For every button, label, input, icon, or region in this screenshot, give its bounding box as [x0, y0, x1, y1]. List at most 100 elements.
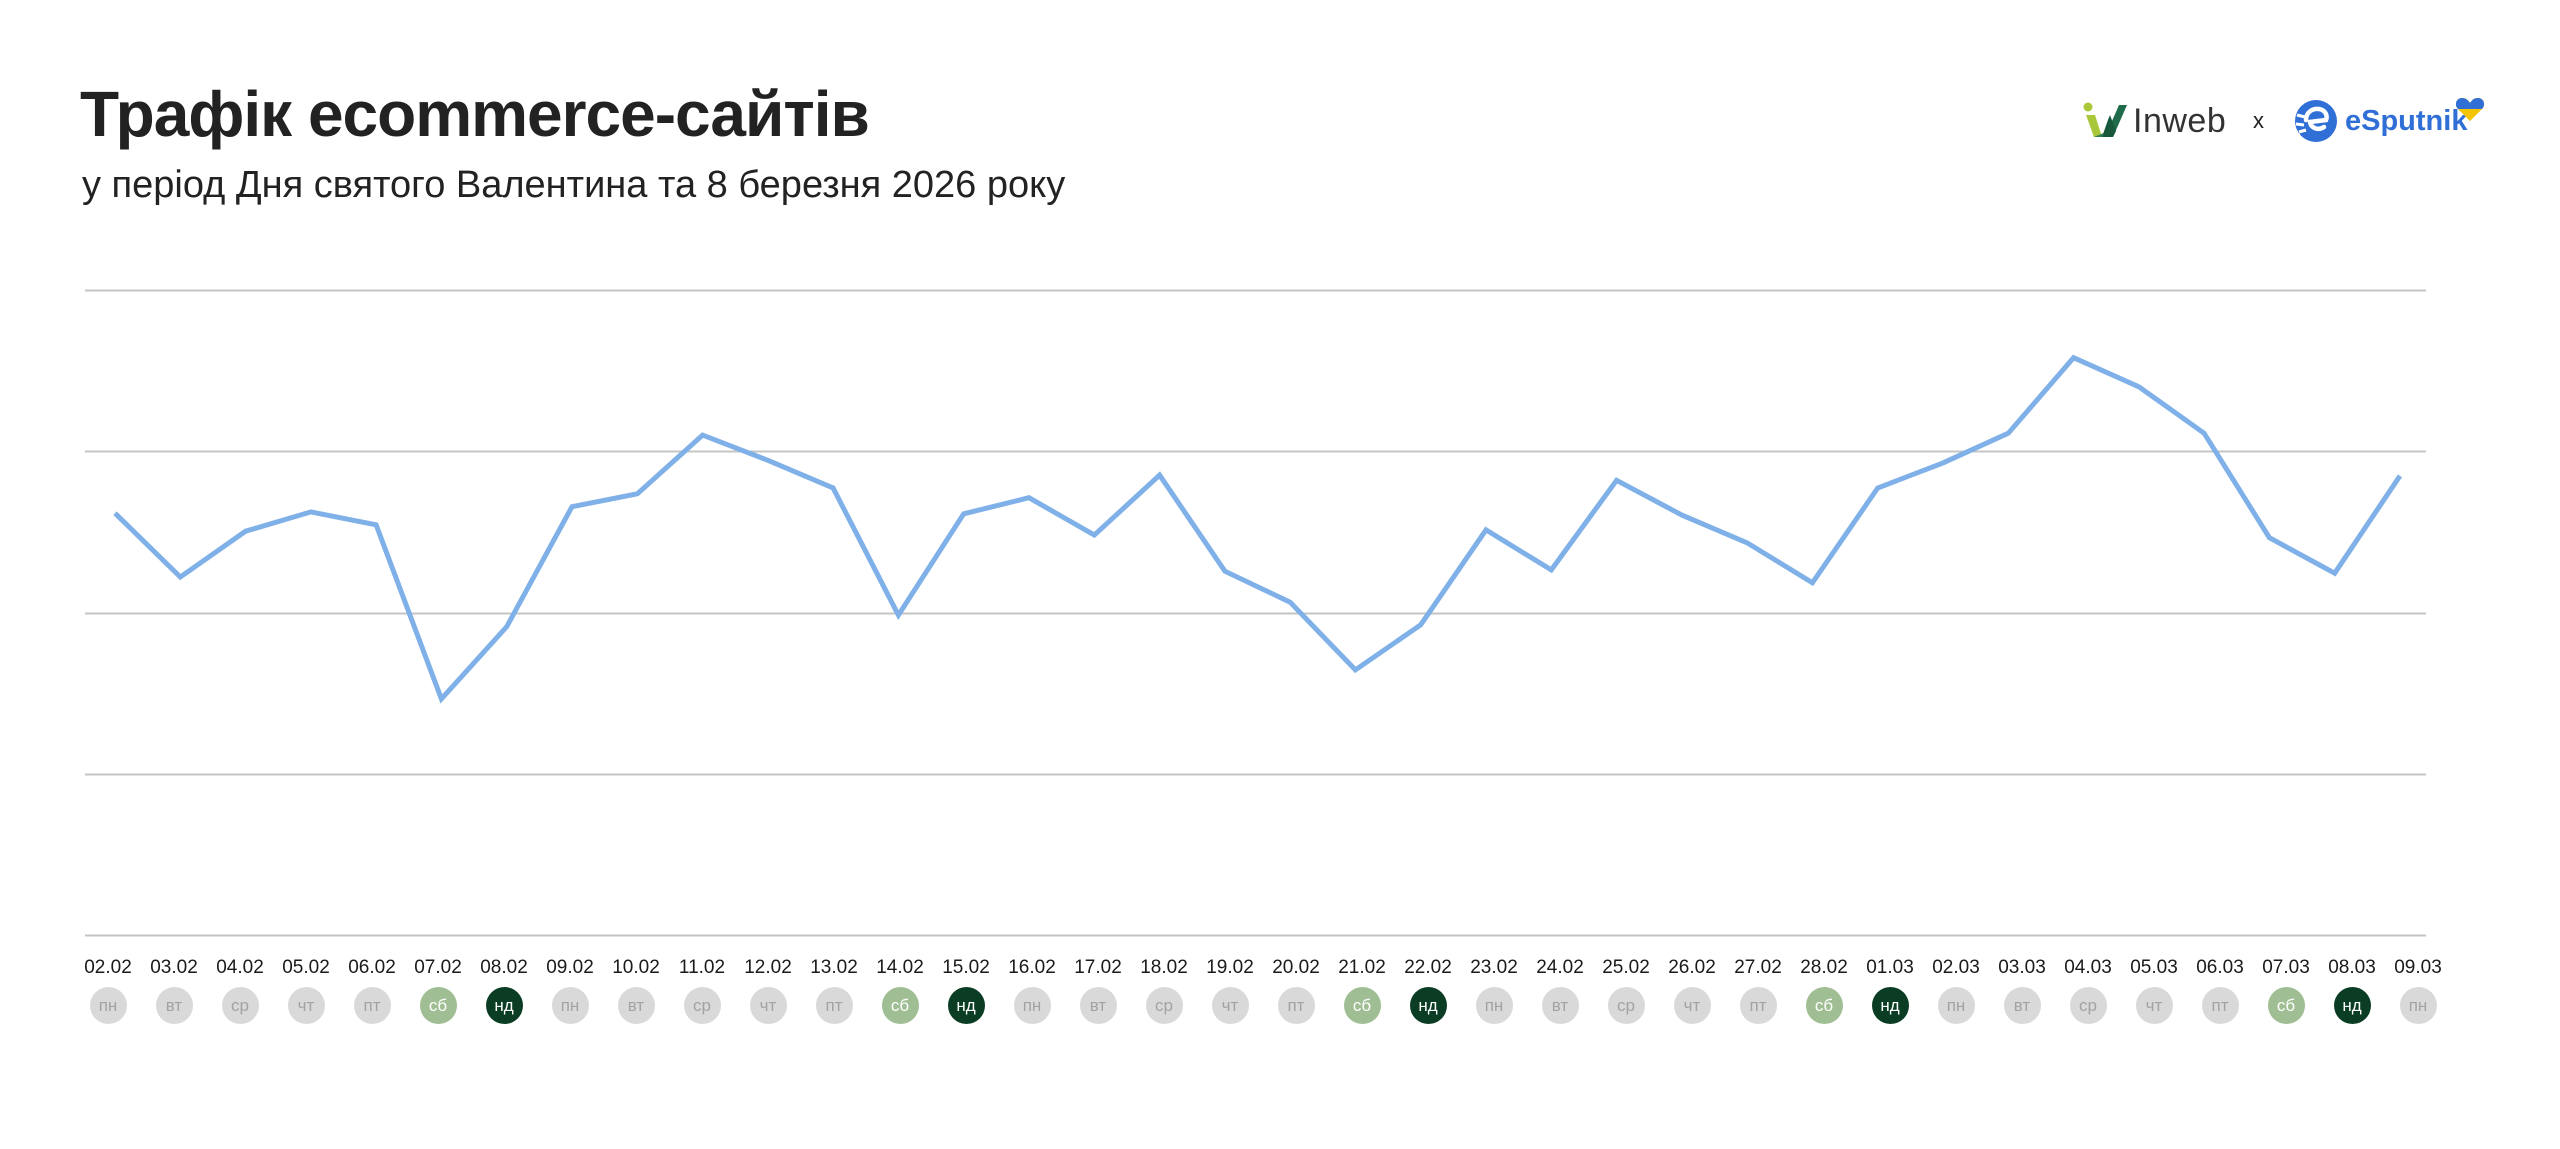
weekday-badge: чт	[287, 987, 325, 1024]
weekday-badge: пн	[2399, 987, 2437, 1024]
date-label: 10.02	[612, 957, 660, 978]
esputnik-logo-text: eSputnik	[2345, 104, 2468, 137]
date-label: 20.02	[1272, 957, 1320, 978]
saturday-badge: сб	[881, 987, 919, 1024]
saturday-badge: сб	[1805, 987, 1843, 1024]
x-axis-label: 24.02 вт	[1525, 955, 1595, 1024]
date-label: 17.02	[1074, 957, 1122, 978]
ukraine-heart-icon	[2455, 98, 2485, 121]
date-label: 07.03	[2262, 957, 2310, 978]
sunday-badge: нд	[1409, 987, 1447, 1024]
weekday-badge: чт	[749, 987, 787, 1024]
x-axis-label: 07.02 сб	[403, 955, 473, 1024]
page-subtitle: у період Дня святого Валентина та 8 бере…	[82, 164, 1066, 206]
date-label: 09.02	[546, 957, 594, 978]
sunday-badge: нд	[485, 987, 523, 1024]
x-axis-label: 10.02 вт	[601, 955, 671, 1024]
weekday-badge: вт	[2003, 987, 2041, 1024]
weekday-badge: ср	[1607, 987, 1645, 1024]
saturday-badge: сб	[2267, 987, 2305, 1024]
inweb-logo-text: Inweb	[2133, 101, 2227, 140]
date-label: 16.02	[1008, 957, 1056, 978]
inweb-w-icon	[2083, 102, 2127, 137]
date-label: 14.02	[876, 957, 924, 978]
x-axis-label: 16.02 пн	[997, 955, 1067, 1024]
page-title: Трафік ecommerce-сайтів	[80, 78, 870, 150]
date-label: 24.02	[1536, 957, 1584, 978]
x-axis-label: 19.02 чт	[1195, 955, 1265, 1024]
weekday-badge: чт	[1211, 987, 1249, 1024]
weekday-badge: вт	[617, 987, 655, 1024]
weekday-badge: вт	[1541, 987, 1579, 1024]
date-label: 09.03	[2394, 957, 2442, 978]
saturday-badge: сб	[1343, 987, 1381, 1024]
x-axis-labels: 02.02 пн 03.02 вт 04.02 ср 05.02 чт 06.02 пт 07.02…	[0, 955, 2560, 1035]
sunday-badge: нд	[947, 987, 985, 1024]
sunday-badge: нд	[1871, 987, 1909, 1024]
weekday-badge: пт	[353, 987, 391, 1024]
date-label: 15.02	[942, 957, 990, 978]
date-label: 13.02	[810, 957, 858, 978]
date-label: 12.02	[744, 957, 792, 978]
x-axis-label: 04.03 ср	[2053, 955, 2123, 1024]
date-label: 21.02	[1338, 957, 1386, 978]
sunday-badge: нд	[2333, 987, 2371, 1024]
weekday-badge: ср	[683, 987, 721, 1024]
chart-gridlines	[85, 289, 2426, 937]
date-label: 11.02	[678, 957, 726, 978]
x-axis-label: 18.02 ср	[1129, 955, 1199, 1024]
weekday-badge: вт	[1079, 987, 1117, 1024]
date-label: 03.02	[150, 957, 198, 978]
weekday-badge: пн	[1475, 987, 1513, 1024]
x-axis-label: 12.02 чт	[733, 955, 803, 1024]
logo-separator: x	[2253, 108, 2264, 133]
date-label: 18.02	[1140, 957, 1188, 978]
x-axis-label: 06.02 пт	[337, 955, 407, 1024]
esputnik-logo: eSputnik	[2293, 96, 2467, 146]
date-label: 19.02	[1206, 957, 1254, 978]
x-axis-label: 25.02 ср	[1591, 955, 1661, 1024]
x-axis-label: 05.03 чт	[2119, 955, 2189, 1024]
weekday-badge: пт	[1739, 987, 1777, 1024]
date-label: 06.03	[2196, 957, 2244, 978]
weekday-badge: вт	[155, 987, 193, 1024]
x-axis-label: 02.03 пн	[1921, 955, 1991, 1024]
x-axis-label: 14.02 сб	[865, 955, 935, 1024]
x-axis-label: 07.03 сб	[2251, 955, 2321, 1024]
date-label: 01.03	[1866, 957, 1914, 978]
weekday-badge: пн	[1013, 987, 1051, 1024]
traffic-series-line	[113, 354, 2403, 704]
date-label: 06.02	[348, 957, 396, 978]
x-axis-label: 22.02 нд	[1393, 955, 1463, 1024]
x-axis-label: 08.02 нд	[469, 955, 539, 1024]
date-label: 03.03	[1998, 957, 2046, 978]
weekday-badge: пт	[815, 987, 853, 1024]
x-axis-label: 26.02 чт	[1657, 955, 1727, 1024]
x-axis-label: 03.03 вт	[1987, 955, 2057, 1024]
date-label: 22.02	[1404, 957, 1452, 978]
x-axis-label: 05.02 чт	[271, 955, 341, 1024]
weekday-badge: пн	[1937, 987, 1975, 1024]
weekday-badge: пт	[1277, 987, 1315, 1024]
x-axis-label: 21.02 сб	[1327, 955, 1397, 1024]
x-axis-label: 27.02 пт	[1723, 955, 1793, 1024]
x-axis-label: 13.02 пт	[799, 955, 869, 1024]
weekday-badge: чт	[1673, 987, 1711, 1024]
date-label: 05.02	[282, 957, 330, 978]
x-axis-label: 09.02 пн	[535, 955, 605, 1024]
weekday-badge: ср	[1145, 987, 1183, 1024]
weekday-badge: ср	[221, 987, 259, 1024]
x-axis-label: 23.02 пн	[1459, 955, 1529, 1024]
esputnik-globe-icon	[2295, 100, 2337, 142]
date-label: 27.02	[1734, 957, 1782, 978]
x-axis-label: 09.03 пн	[2383, 955, 2453, 1024]
x-axis-label: 08.03 нд	[2317, 955, 2387, 1024]
date-label: 02.03	[1932, 957, 1980, 978]
x-axis-label: 17.02 вт	[1063, 955, 1133, 1024]
date-label: 04.03	[2064, 957, 2112, 978]
date-label: 02.02	[84, 957, 132, 978]
x-axis-label: 28.02 сб	[1789, 955, 1859, 1024]
date-label: 26.02	[1668, 957, 1716, 978]
date-label: 04.02	[216, 957, 264, 978]
